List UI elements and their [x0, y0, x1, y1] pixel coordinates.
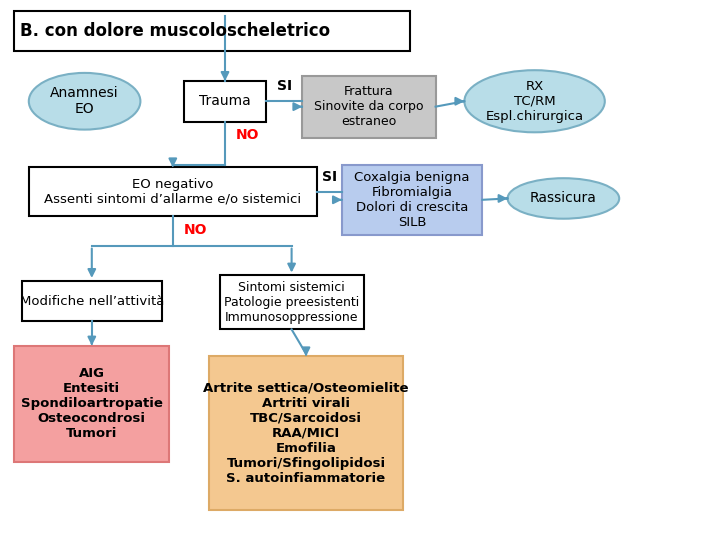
Ellipse shape	[29, 73, 140, 130]
Text: Artrite settica/Osteomielite
Artriti virali
TBC/Sarcoidosi
RAA/MICI
Emofilia
Tum: Artrite settica/Osteomielite Artriti vir…	[203, 382, 409, 485]
Text: AIG
Entesiti
Spondiloartropatie
Osteocondrosi
Tumori: AIG Entesiti Spondiloartropatie Osteocon…	[21, 367, 163, 440]
Text: Frattura
Sinovite da corpo
estraneo: Frattura Sinovite da corpo estraneo	[314, 85, 424, 128]
Text: NO: NO	[236, 128, 259, 142]
Text: Coxalgia benigna
Fibromialgia
Dolori di crescita
SILB: Coxalgia benigna Fibromialgia Dolori di …	[354, 171, 470, 229]
FancyBboxPatch shape	[22, 281, 162, 321]
Text: Modifiche nell’attività: Modifiche nell’attività	[19, 294, 164, 308]
Text: Rassicura: Rassicura	[530, 192, 597, 205]
FancyBboxPatch shape	[302, 76, 436, 138]
Text: Anamnesi
EO: Anamnesi EO	[50, 86, 119, 116]
FancyBboxPatch shape	[14, 11, 410, 51]
Text: Trauma: Trauma	[199, 94, 251, 108]
Text: SI: SI	[322, 170, 337, 184]
Text: SI: SI	[276, 79, 292, 93]
FancyBboxPatch shape	[14, 346, 169, 462]
FancyBboxPatch shape	[342, 165, 482, 235]
Text: NO: NO	[184, 222, 207, 237]
FancyBboxPatch shape	[29, 167, 317, 216]
Ellipse shape	[508, 178, 619, 219]
FancyBboxPatch shape	[209, 356, 403, 510]
Text: RX
TC/RM
Espl.chirurgica: RX TC/RM Espl.chirurgica	[485, 80, 584, 123]
Text: B. con dolore muscoloscheletrico: B. con dolore muscoloscheletrico	[20, 22, 330, 40]
Text: Sintomi sistemici
Patologie preesistenti
Immunosoppressione: Sintomi sistemici Patologie preesistenti…	[224, 281, 359, 324]
FancyBboxPatch shape	[220, 275, 364, 329]
Ellipse shape	[464, 70, 605, 132]
Text: EO negativo
Assenti sintomi d’allarme e/o sistemici: EO negativo Assenti sintomi d’allarme e/…	[44, 178, 302, 206]
FancyBboxPatch shape	[184, 81, 266, 122]
